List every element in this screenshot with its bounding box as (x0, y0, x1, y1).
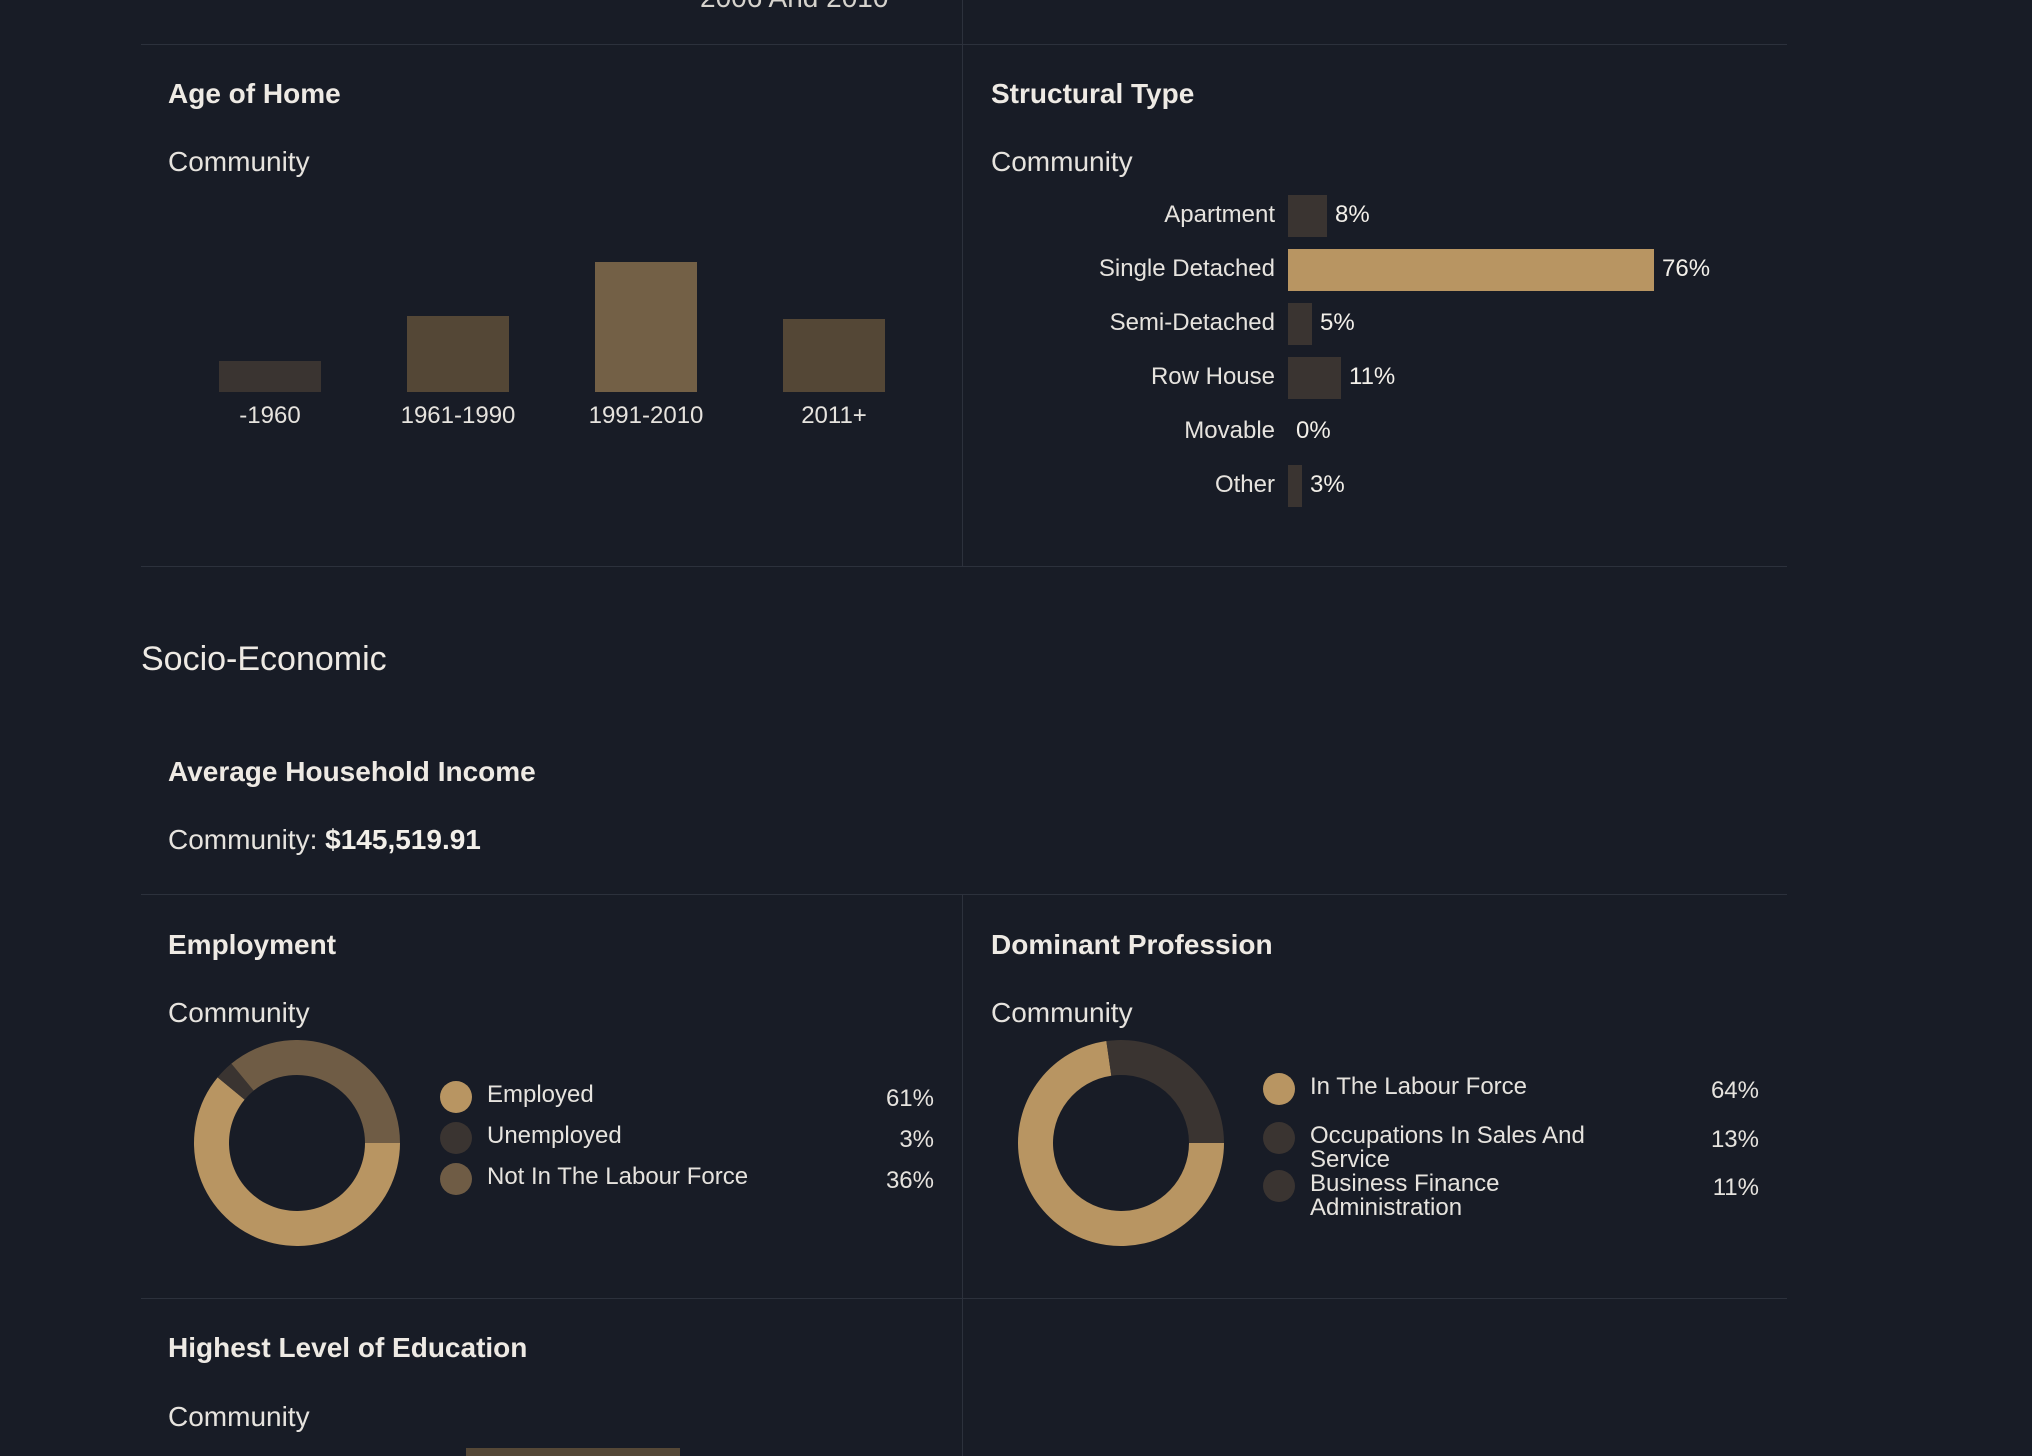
legend-label: Business Finance Administration (1310, 1170, 1500, 1221)
legend-value: 64% (1710, 1077, 1759, 1104)
legend-item: Business Finance Administration 11% (1263, 1170, 1759, 1220)
income-value: $145,519.91 (325, 824, 481, 855)
divider (962, 0, 963, 566)
legend-value: 13% (1710, 1126, 1759, 1153)
income-line: Community: $145,519.91 (168, 824, 481, 856)
age-bar (595, 262, 697, 392)
age-tick-label: 1961-1990 (400, 402, 516, 429)
legend-label: Occupations In Sales And Service (1310, 1122, 1585, 1173)
divider (141, 894, 1787, 895)
age-of-home-chart: -1960 1961-1990 1991-2010 2011+ (168, 210, 948, 430)
legend-value: 36% (885, 1167, 934, 1194)
legend-label: In The Labour Force (1310, 1073, 1528, 1100)
structural-type-label: Semi-Detached (1109, 309, 1275, 336)
structural-type-row: Single Detached 76% (990, 243, 1790, 297)
structural-type-label: Movable (1184, 417, 1275, 444)
divider (141, 44, 1787, 45)
legend-item: Employed 61% (440, 1081, 934, 1113)
structural-type-bar (1288, 249, 1654, 291)
income-title: Average Household Income (168, 756, 536, 787)
structural-type-label: Single Detached (1098, 255, 1275, 282)
legend-item: Occupations In Sales And Service 13% (1263, 1122, 1759, 1172)
age-tick-label: 2011+ (801, 402, 867, 429)
structural-type-row: Semi-Detached 5% (990, 297, 1790, 351)
profession-donut-chart (1018, 1040, 1224, 1246)
age-tick-label: -1960 (239, 402, 301, 429)
employment-subtitle: Community (168, 997, 310, 1028)
legend-label: Unemployed (487, 1122, 622, 1149)
income-label: Community: (168, 824, 326, 855)
structural-type-bar (1288, 303, 1312, 345)
legend-item: Unemployed 3% (440, 1122, 934, 1154)
age-of-home-subtitle: Community (168, 146, 310, 177)
structural-type-row: Movable 0% (990, 405, 1790, 459)
education-bar (466, 1448, 680, 1456)
legend-item: Not In The Labour Force 36% (440, 1163, 934, 1195)
structural-type-value: 11% (1349, 363, 1396, 390)
dominant-profession-subtitle: Community (991, 997, 1133, 1028)
structural-type-bar (1288, 465, 1302, 507)
structural-type-row: Row House 11% (990, 351, 1790, 405)
structural-type-bar (1288, 195, 1327, 237)
legend-label: Employed (487, 1081, 594, 1108)
structural-type-label: Other (1214, 471, 1275, 498)
legend-value: 61% (885, 1085, 934, 1112)
structural-type-row: Apartment 8% (990, 189, 1790, 243)
structural-type-bar (1288, 357, 1341, 399)
age-tick-label: 1991-2010 (588, 402, 704, 429)
age-bar (407, 316, 509, 392)
structural-type-value: 8% (1335, 201, 1370, 228)
age-of-home-title: Age of Home (168, 78, 341, 109)
donut-slice (194, 1077, 400, 1246)
donut-slice (1018, 1041, 1224, 1246)
employment-donut-chart (194, 1040, 400, 1246)
legend-swatch (1263, 1073, 1295, 1105)
structural-type-subtitle: Community (991, 146, 1133, 177)
structural-type-value: 0% (1296, 417, 1331, 444)
donut-slice (1106, 1040, 1224, 1143)
donut-slice (231, 1040, 400, 1143)
structural-type-title: Structural Type (991, 78, 1195, 109)
divider (962, 894, 963, 1456)
section-title: Socio-Economic (141, 640, 387, 678)
structural-type-value: 76% (1662, 255, 1711, 282)
legend-swatch (1263, 1170, 1295, 1202)
education-subtitle: Community (168, 1401, 310, 1432)
education-title: Highest Level of Education (168, 1332, 528, 1363)
age-bar (783, 319, 885, 392)
structural-type-value: 3% (1310, 471, 1345, 498)
legend-label: Not In The Labour Force (487, 1163, 749, 1190)
legend-value: 3% (899, 1126, 934, 1153)
donut-slice (217, 1063, 254, 1100)
age-bar (219, 361, 321, 392)
legend-swatch (440, 1122, 472, 1154)
legend-swatch (1263, 1122, 1295, 1154)
structural-type-label: Row House (1150, 363, 1275, 390)
legend-swatch (440, 1081, 472, 1113)
legend-value: 11% (1712, 1174, 1759, 1201)
employment-title: Employment (168, 929, 337, 960)
structural-type-row: Other 3% (990, 459, 1790, 513)
dominant-profession-title: Dominant Profession (991, 929, 1273, 960)
structural-type-value: 5% (1320, 309, 1355, 336)
structural-type-label: Apartment (1164, 201, 1275, 228)
divider (141, 1298, 1787, 1299)
previous-chart-label: 2006 And 2010 (700, 0, 888, 14)
legend-swatch (440, 1163, 472, 1195)
legend-item: In The Labour Force 64% (1263, 1073, 1759, 1105)
divider (141, 566, 1787, 567)
